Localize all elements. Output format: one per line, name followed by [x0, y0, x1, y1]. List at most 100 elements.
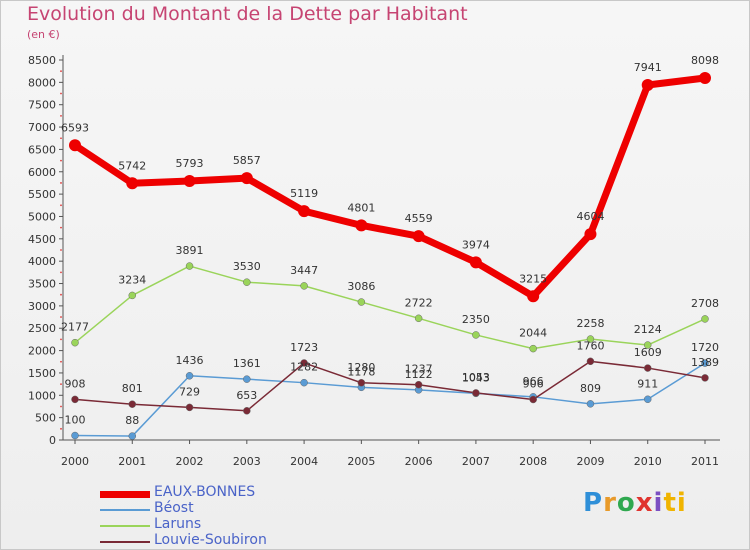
- data-point: [527, 290, 540, 303]
- y-tick-label: 7000: [28, 121, 56, 134]
- y-tick-label: 8500: [28, 54, 56, 67]
- data-point: [357, 379, 366, 387]
- data-label: 88: [125, 414, 139, 427]
- data-point: [701, 315, 709, 323]
- data-point: [71, 395, 79, 404]
- data-label: 3891: [176, 244, 204, 257]
- data-label: 2044: [519, 327, 547, 340]
- data-point: [300, 359, 308, 367]
- logo-letter: ti: [663, 488, 687, 518]
- data-label: 2258: [576, 317, 604, 330]
- y-tick-label: 3500: [28, 278, 56, 291]
- data-label: 1043: [462, 371, 490, 384]
- logo-letter: o: [616, 488, 636, 518]
- data-label: 729: [179, 385, 200, 398]
- data-label: 1723: [290, 341, 318, 354]
- y-minor-tick: [60, 383, 62, 386]
- y-tick-label: 8000: [28, 76, 56, 89]
- data-label: 1280: [347, 361, 375, 374]
- data-label: 908: [65, 377, 86, 390]
- data-point: [586, 335, 595, 343]
- data-label: 3974: [462, 238, 490, 251]
- data-point: [185, 262, 194, 270]
- data-label: 8098: [691, 54, 719, 67]
- data-label: 906: [523, 377, 544, 390]
- data-label: 5742: [118, 159, 146, 172]
- x-tick-label: 2005: [347, 455, 375, 468]
- data-label: 2708: [691, 297, 719, 310]
- y-tick-label: 4000: [28, 255, 56, 268]
- data-point: [643, 341, 652, 349]
- legend-label: Laruns: [154, 516, 202, 532]
- data-point: [414, 314, 423, 323]
- data-label: 2124: [634, 323, 662, 336]
- data-point: [243, 278, 251, 286]
- data-label: 809: [580, 382, 601, 395]
- x-tick-label: 2004: [290, 455, 318, 468]
- x-tick-label: 2009: [576, 455, 604, 468]
- data-label: 1122: [405, 368, 433, 381]
- data-point: [300, 378, 308, 387]
- data-point: [529, 395, 537, 404]
- data-label: 2177: [61, 321, 89, 334]
- y-minor-tick: [60, 360, 62, 363]
- data-point: [243, 375, 251, 383]
- data-point: [412, 230, 425, 243]
- y-minor-tick: [60, 405, 62, 408]
- x-tick-label: 2007: [462, 455, 490, 468]
- x-tick-label: 2006: [405, 455, 433, 468]
- y-minor-tick: [60, 249, 62, 251]
- data-label: 7941: [634, 61, 662, 74]
- legend-swatch: [100, 541, 150, 543]
- data-point: [183, 175, 196, 188]
- y-minor-tick: [60, 204, 62, 207]
- data-point: [472, 389, 480, 397]
- data-label: 4559: [405, 212, 433, 225]
- data-label: 6593: [61, 121, 89, 134]
- data-point: [414, 380, 423, 389]
- data-point: [128, 432, 137, 440]
- data-point: [357, 298, 366, 306]
- data-label: 801: [122, 382, 143, 395]
- data-point: [298, 205, 311, 218]
- data-label: 1760: [576, 339, 604, 352]
- data-label: 1720: [691, 341, 719, 354]
- legend-swatch: [100, 509, 150, 511]
- data-point: [71, 338, 79, 347]
- data-point: [529, 344, 537, 353]
- data-label: 3530: [233, 260, 261, 273]
- x-tick-label: 2000: [61, 455, 89, 468]
- data-label: 4801: [347, 201, 375, 214]
- x-tick-label: 2003: [233, 455, 261, 468]
- chart-subtitle: (en €): [27, 28, 60, 41]
- data-point: [643, 364, 652, 372]
- data-label: 100: [65, 414, 86, 427]
- series-line: [74, 360, 706, 412]
- data-label: 1609: [634, 346, 662, 359]
- data-point: [128, 400, 137, 408]
- data-point: [126, 177, 139, 190]
- data-label: 1436: [176, 354, 204, 367]
- data-label: 3447: [290, 264, 318, 277]
- data-label: 5119: [290, 187, 318, 200]
- proxiti-logo: Proxiti: [583, 488, 687, 518]
- y-minor-tick: [60, 271, 62, 274]
- y-minor-tick: [60, 226, 62, 229]
- data-point: [355, 219, 368, 232]
- data-point: [472, 331, 480, 339]
- data-label: 1053: [462, 371, 490, 384]
- data-point: [586, 357, 595, 366]
- y-tick-label: 2500: [28, 322, 56, 335]
- data-point: [185, 372, 194, 380]
- data-label: 2350: [462, 313, 490, 326]
- legend-label: Louvie-Soubiron: [154, 532, 267, 548]
- data-point: [69, 139, 81, 152]
- data-point: [699, 71, 711, 84]
- y-minor-tick: [60, 70, 62, 73]
- data-label: 911: [637, 377, 658, 390]
- y-tick-label: 6000: [28, 166, 56, 179]
- x-tick-label: 2002: [176, 455, 204, 468]
- y-minor-tick: [60, 293, 62, 296]
